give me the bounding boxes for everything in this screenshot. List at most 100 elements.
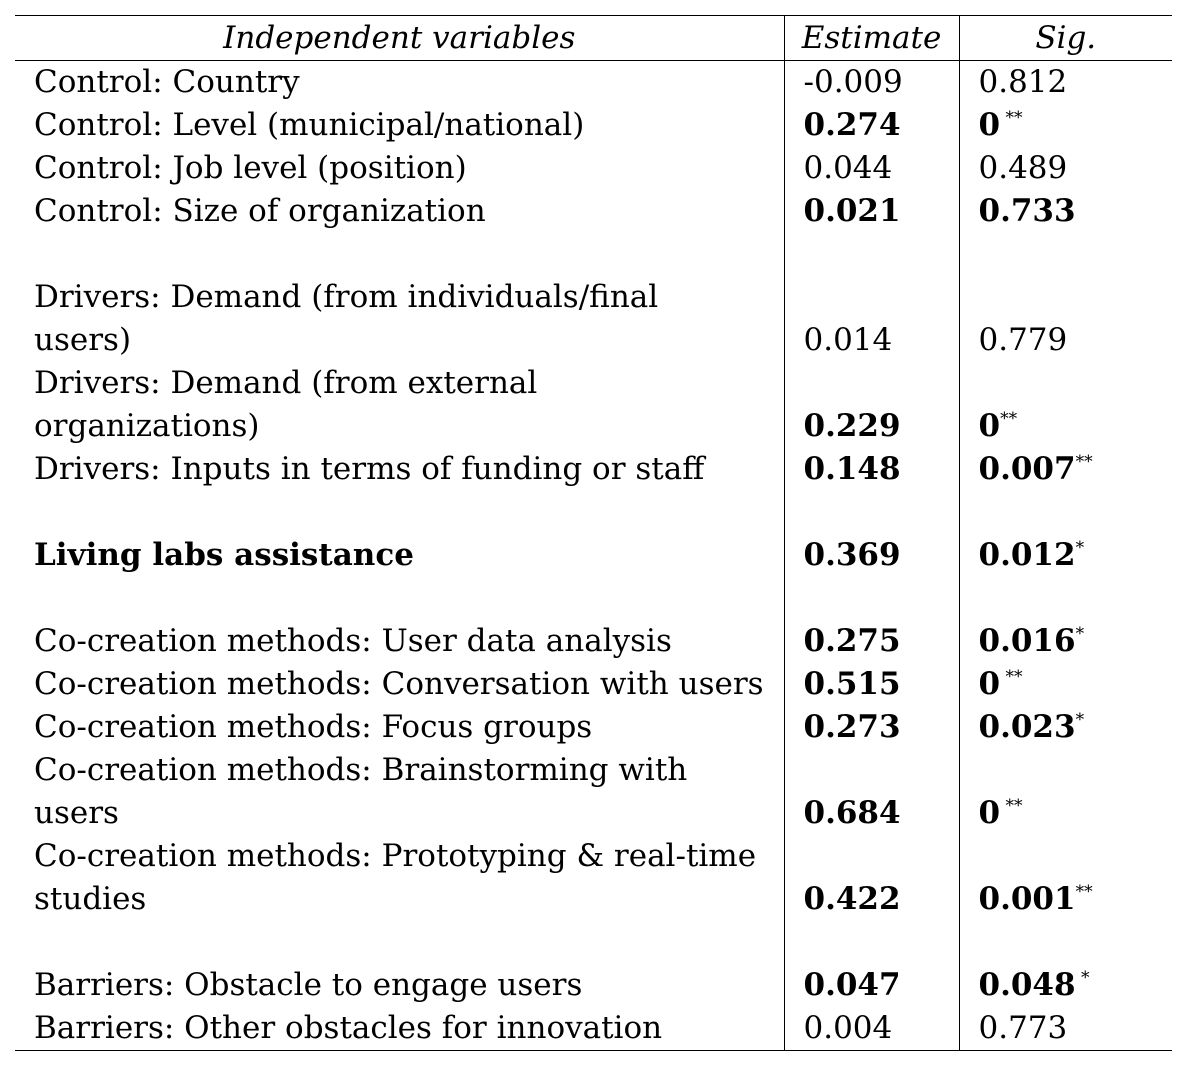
variable-name: Barriers: Other obstacles for innovation <box>34 1007 662 1050</box>
estimate-cell: 0.515 <box>783 663 959 706</box>
variable-name: Co-creation methods: Brainstorming with u… <box>34 749 687 835</box>
sig-value: 0 <box>978 107 1001 143</box>
significance-stars: ** <box>1075 452 1093 472</box>
variable-name-cell: Drivers: Demand (from individuals/final u… <box>15 276 784 362</box>
variable-name-line: Co-creation methods: Prototyping & real-… <box>34 838 757 874</box>
sig-cell: 0.048 * <box>958 964 1172 1007</box>
variable-name-line: Control: Country <box>34 64 300 100</box>
table-row: Barriers: Obstacle to engage users 0.047 0… <box>15 964 1172 1007</box>
variable-name-line: Drivers: Demand (from individuals/final <box>34 279 659 315</box>
sig-value: 0.016 <box>978 623 1076 659</box>
regression-results-table: Independent variables Estimate Sig. Cont… <box>15 15 1172 1051</box>
variable-name-line: Co-creation methods: Brainstorming with <box>34 752 688 788</box>
variable-name-line: Drivers: Demand (from external <box>34 365 538 401</box>
variable-name-line: Co-creation methods: Conversation with u… <box>34 666 764 702</box>
table-row: Barriers: Other obstacles for innovation… <box>15 1007 1172 1051</box>
estimate-cell: 0.684 <box>783 749 959 835</box>
spacer-cell <box>15 577 784 620</box>
table-row: Control: Level (municipal/national) 0.274… <box>15 104 1172 147</box>
sig-cell: 0 ** <box>958 749 1172 835</box>
table-row: Control: Job level (position) 0.044 0.489 <box>15 147 1172 190</box>
header-independent-variables: Independent variables <box>15 15 784 61</box>
variable-name-cell: Living labs assistance <box>15 534 784 577</box>
estimate-cell: 0.021 <box>783 190 959 233</box>
table-row: Living labs assistance 0.369 0.012* <box>15 534 1172 577</box>
sig-cell: 0.733 <box>958 190 1172 233</box>
table-body: Control: Country -0.009 0.812 Control: Leve… <box>15 60 1172 1051</box>
significance-stars: ** <box>1000 667 1023 687</box>
variable-name: Co-creation methods: Focus groups <box>34 706 592 749</box>
sig-value: 0 <box>978 408 1001 444</box>
table-row: Drivers: Demand (from individuals/final u… <box>15 276 1172 362</box>
spacer-cell <box>958 233 1172 276</box>
variable-name-line: users <box>34 795 119 831</box>
variable-name-cell: Drivers: Inputs in terms of funding or s… <box>15 448 784 491</box>
sig-cell: 0.016* <box>958 620 1172 663</box>
spacer-cell <box>15 921 784 964</box>
variable-name-cell: Drivers: Demand (from external organizati… <box>15 362 784 448</box>
estimate-cell: 0.044 <box>783 147 959 190</box>
variable-name-line: Barriers: Other obstacles for innovation <box>34 1010 663 1046</box>
variable-name-line: Co-creation methods: Focus groups <box>34 709 593 745</box>
estimate-cell: 0.369 <box>783 534 959 577</box>
variable-name: Control: Country <box>34 61 300 104</box>
sig-value: 0.023 <box>978 709 1076 745</box>
table-row: Control: Size of organization 0.021 0.733 <box>15 190 1172 233</box>
variable-name: Co-creation methods: Prototyping & real-… <box>34 835 756 921</box>
variable-name-line: users) <box>34 322 132 358</box>
estimate-cell: 0.014 <box>783 276 959 362</box>
spacer-cell <box>15 233 784 276</box>
estimate-cell: 0.275 <box>783 620 959 663</box>
spacer-cell <box>783 577 959 620</box>
variable-name: Drivers: Demand (from external organizati… <box>34 362 537 448</box>
regression-table-container: Independent variables Estimate Sig. Cont… <box>15 15 1172 1051</box>
estimate-cell: 0.422 <box>783 835 959 921</box>
variable-name-line: Control: Size of organization <box>34 193 486 229</box>
sig-cell: 0.773 <box>958 1007 1172 1051</box>
sig-cell: 0 ** <box>958 104 1172 147</box>
variable-name: Barriers: Obstacle to engage users <box>34 964 582 1007</box>
significance-stars: * <box>1075 624 1085 644</box>
variable-name-cell: Co-creation methods: Prototyping & real-… <box>15 835 784 921</box>
table-row: Co-creation methods: User data analysis 0… <box>15 620 1172 663</box>
sig-cell: 0.489 <box>958 147 1172 190</box>
spacer-cell <box>783 921 959 964</box>
table-row: Co-creation methods: Conversation with u… <box>15 663 1172 706</box>
variable-name-line: Co-creation methods: User data analysis <box>34 623 672 659</box>
sig-cell: 0.007** <box>958 448 1172 491</box>
table-row: Co-creation methods: Focus groups 0.273 0.… <box>15 706 1172 749</box>
variable-name: Control: Job level (position) <box>34 147 467 190</box>
variable-name-line: Barriers: Obstacle to engage users <box>34 967 583 1003</box>
variable-name-cell: Control: Job level (position) <box>15 147 784 190</box>
table-row: Control: Country -0.009 0.812 <box>15 60 1172 104</box>
variable-name-line: Drivers: Inputs in terms of funding or s… <box>34 451 705 487</box>
variable-name-line: Living labs assistance <box>34 537 414 573</box>
table-row: Co-creation methods: Brainstorming with u… <box>15 749 1172 835</box>
sig-cell: 0** <box>958 362 1172 448</box>
estimate-cell: 0.229 <box>783 362 959 448</box>
table-spacer-row <box>15 577 1172 620</box>
sig-value: 0.779 <box>978 322 1068 358</box>
estimate-cell: -0.009 <box>783 60 959 104</box>
significance-stars: ** <box>1000 108 1023 128</box>
significance-stars: ** <box>1075 882 1093 902</box>
significance-stars: * <box>1075 538 1085 558</box>
significance-stars: ** <box>1000 409 1018 429</box>
variable-name: Co-creation methods: Conversation with u… <box>34 663 764 706</box>
sig-value: 0.012 <box>978 537 1076 573</box>
sig-cell: 0.012* <box>958 534 1172 577</box>
variable-name-line: organizations) <box>34 408 260 444</box>
sig-value: 0 <box>978 795 1001 831</box>
spacer-cell <box>15 491 784 534</box>
significance-stars: * <box>1075 710 1085 730</box>
variable-name-cell: Control: Size of organization <box>15 190 784 233</box>
estimate-cell: 0.148 <box>783 448 959 491</box>
estimate-cell: 0.004 <box>783 1007 959 1051</box>
table-spacer-row <box>15 921 1172 964</box>
table-spacer-row <box>15 491 1172 534</box>
variable-name-cell: Barriers: Other obstacles for innovation <box>15 1007 784 1051</box>
variable-name-cell: Co-creation methods: Conversation with u… <box>15 663 784 706</box>
spacer-cell <box>958 921 1172 964</box>
variable-name: Control: Size of organization <box>34 190 486 233</box>
table-row: Co-creation methods: Prototyping & real-… <box>15 835 1172 921</box>
